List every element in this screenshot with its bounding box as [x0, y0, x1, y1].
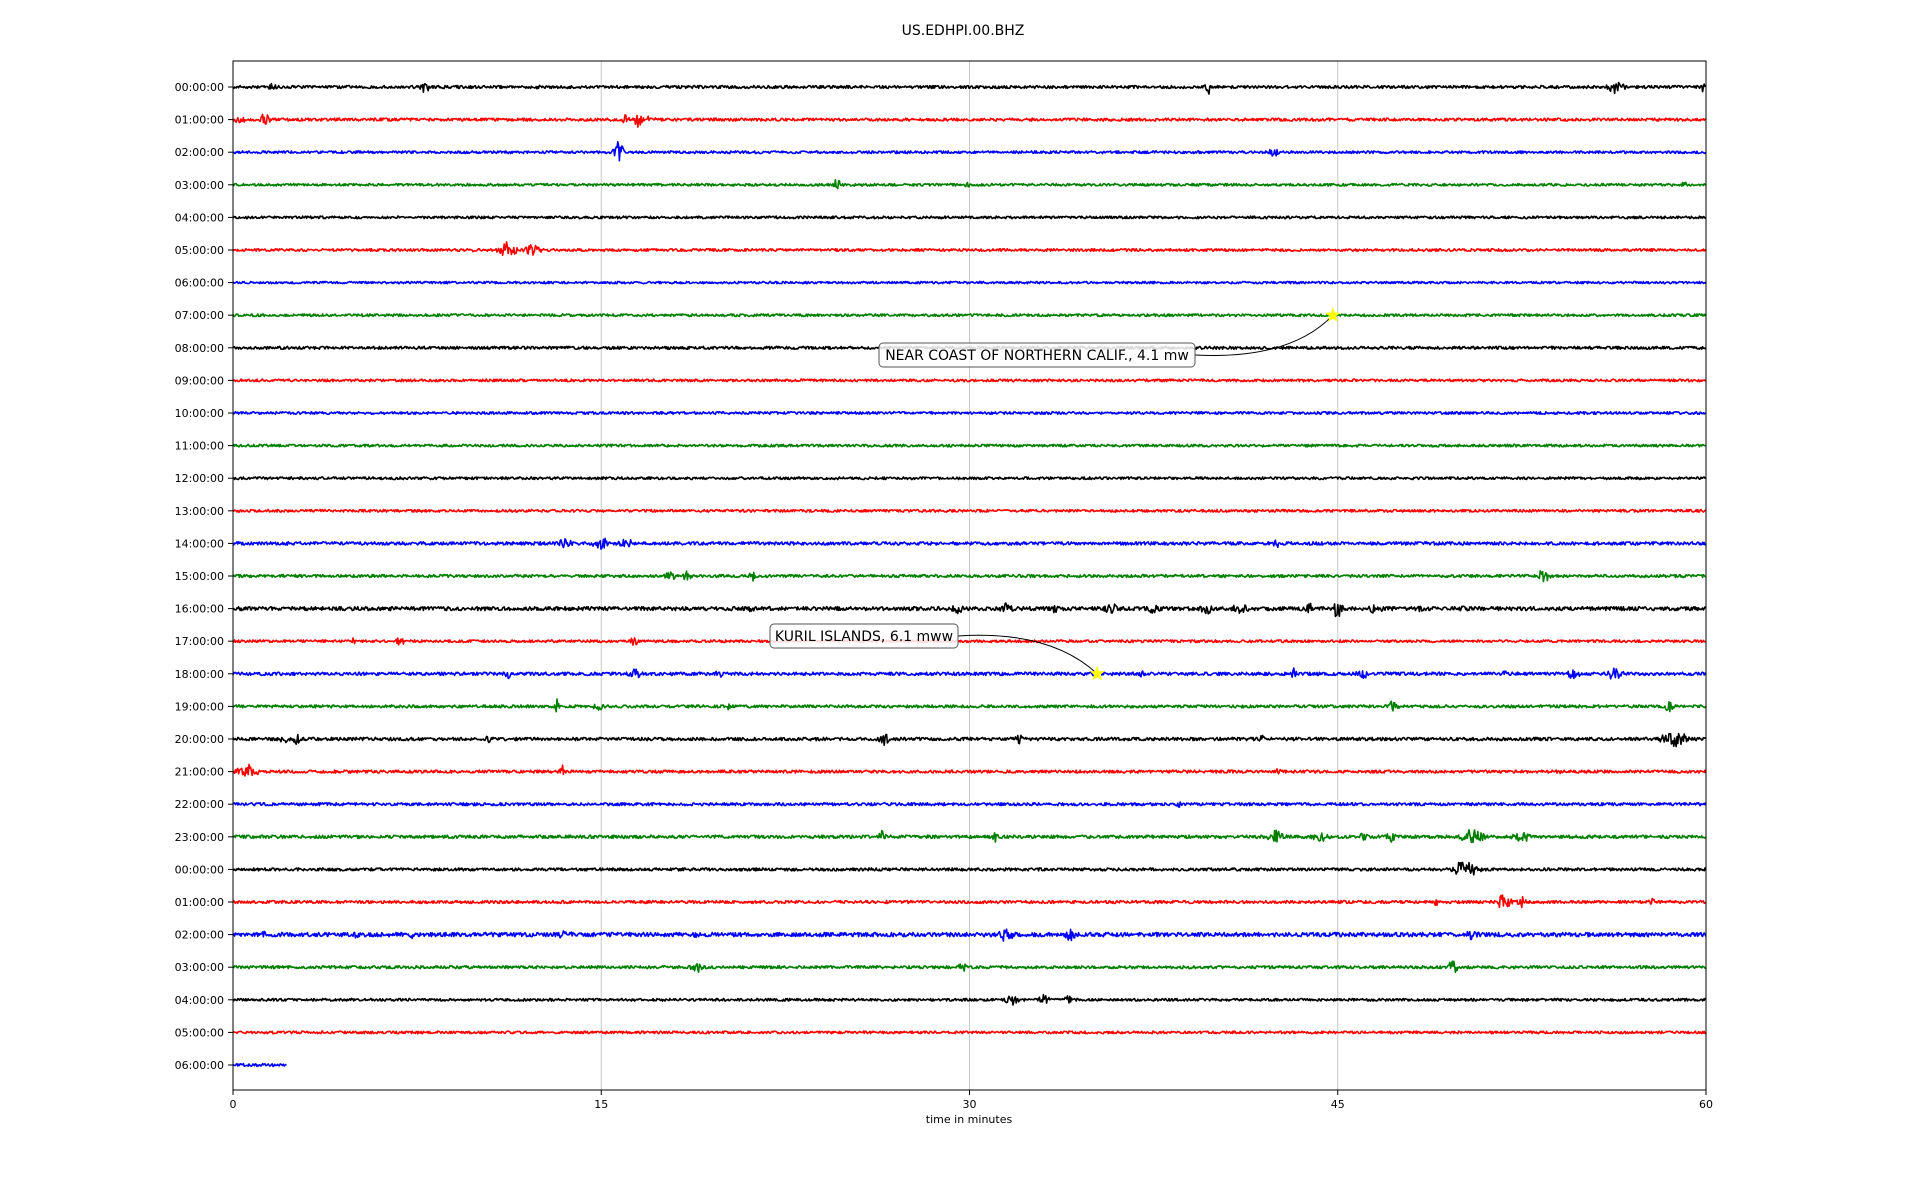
chart-title: US.EDHPI.00.BHZ — [902, 23, 1025, 39]
event-star-marker — [1325, 307, 1341, 322]
x-tick-label: 60 — [1699, 1098, 1713, 1111]
row-time-label: 14:00:00 — [175, 537, 224, 550]
row-time-label: 15:00:00 — [175, 570, 224, 583]
seismic-trace — [232, 993, 1706, 1006]
seismic-trace — [232, 443, 1706, 448]
seismic-trace — [232, 602, 1707, 618]
row-time-label: 11:00:00 — [175, 440, 224, 453]
row-time-label: 21:00:00 — [175, 766, 224, 779]
seismic-trace — [232, 732, 1707, 748]
row-time-label: 02:00:00 — [175, 146, 224, 159]
row-time-label: 02:00:00 — [175, 929, 224, 942]
row-time-label: 01:00:00 — [175, 114, 224, 127]
seismic-trace — [232, 1062, 287, 1068]
annotation-connector — [957, 634, 1098, 675]
seismic-trace — [232, 894, 1707, 909]
x-tick-label: 45 — [1331, 1098, 1345, 1111]
seismic-trace — [232, 698, 1707, 713]
plot-frame — [232, 60, 1707, 1091]
seismic-trace — [232, 928, 1707, 942]
trace-group — [232, 81, 1707, 1068]
row-time-label: 19:00:00 — [175, 700, 224, 713]
row-time-label: 05:00:00 — [175, 1026, 224, 1039]
seismic-trace — [233, 179, 1707, 190]
row-time-labels: 00:00:00 01:00:00 02:00:00 03:00:00 04:00:00… — [175, 81, 233, 1072]
row-time-label: 12:00:00 — [175, 472, 224, 485]
seismic-trace — [232, 763, 1707, 777]
seismic-trace — [232, 801, 1707, 808]
row-time-label: 05:00:00 — [175, 244, 224, 257]
row-time-label: 07:00:00 — [175, 309, 224, 322]
row-time-label: 04:00:00 — [175, 211, 224, 224]
row-time-label: 09:00:00 — [175, 374, 224, 387]
row-time-label: 00:00:00 — [175, 863, 224, 876]
seismic-trace — [232, 81, 1707, 95]
row-time-label: 01:00:00 — [175, 896, 224, 909]
seismic-trace — [232, 280, 1707, 285]
seismic-trace — [232, 960, 1707, 974]
row-time-label: 03:00:00 — [175, 961, 224, 974]
seismic-trace — [232, 508, 1707, 513]
annotation-box — [878, 342, 1196, 368]
seismic-trace — [232, 113, 1706, 128]
row-time-label: 18:00:00 — [175, 668, 224, 681]
seismic-trace — [232, 1030, 1707, 1035]
seismic-trace — [232, 861, 1707, 876]
annotation-box — [769, 623, 959, 649]
event-star-marker — [1089, 665, 1105, 681]
x-axis-label: time in minutes — [926, 1113, 1013, 1126]
seismic-trace — [232, 241, 1707, 256]
row-time-label: 22:00:00 — [175, 798, 224, 811]
row-time-label: 03:00:00 — [175, 179, 224, 192]
row-time-label: 23:00:00 — [175, 831, 224, 844]
annotation-connector — [1194, 314, 1334, 356]
annotation-label: NEAR COAST OF NORTHERN CALIF., 4.1 mw — [885, 348, 1189, 364]
seismic-trace — [232, 313, 1707, 318]
seismic-trace — [232, 828, 1707, 844]
x-tick-label: 0 — [230, 1098, 237, 1111]
seismic-trace — [233, 637, 1707, 646]
seismic-trace — [232, 141, 1707, 162]
annotation-label: KURIL ISLANDS, 6.1 mww — [775, 629, 953, 645]
seismic-trace — [232, 410, 1706, 416]
seismic-trace — [232, 378, 1707, 383]
x-tick-label: 30 — [963, 1098, 977, 1111]
x-axis-ticks: 0 15 30 45 60 — [230, 1090, 1713, 1111]
row-time-label: 04:00:00 — [175, 994, 224, 1007]
row-time-label: 08:00:00 — [175, 342, 224, 355]
row-time-label: 00:00:00 — [175, 81, 224, 94]
row-time-label: 17:00:00 — [175, 635, 224, 648]
row-time-label: 06:00:00 — [175, 1059, 224, 1072]
seismic-trace — [232, 667, 1707, 680]
seismic-trace — [232, 537, 1707, 551]
seismic-trace — [232, 570, 1707, 583]
row-time-label: 10:00:00 — [175, 407, 224, 420]
seismic-trace — [232, 476, 1707, 481]
event-annotations: NEAR COAST OF NORTHERN CALIF., 4.1 mw KUR… — [769, 307, 1341, 681]
x-tick-label: 15 — [594, 1098, 608, 1111]
row-time-label: 13:00:00 — [175, 505, 224, 518]
seismic-trace — [232, 215, 1707, 220]
row-time-label: 06:00:00 — [175, 277, 224, 290]
row-time-label: 16:00:00 — [175, 603, 224, 616]
row-time-label: 20:00:00 — [175, 733, 224, 746]
